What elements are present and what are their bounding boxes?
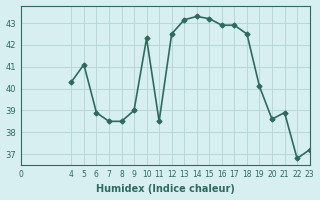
X-axis label: Humidex (Indice chaleur): Humidex (Indice chaleur) [96,184,235,194]
